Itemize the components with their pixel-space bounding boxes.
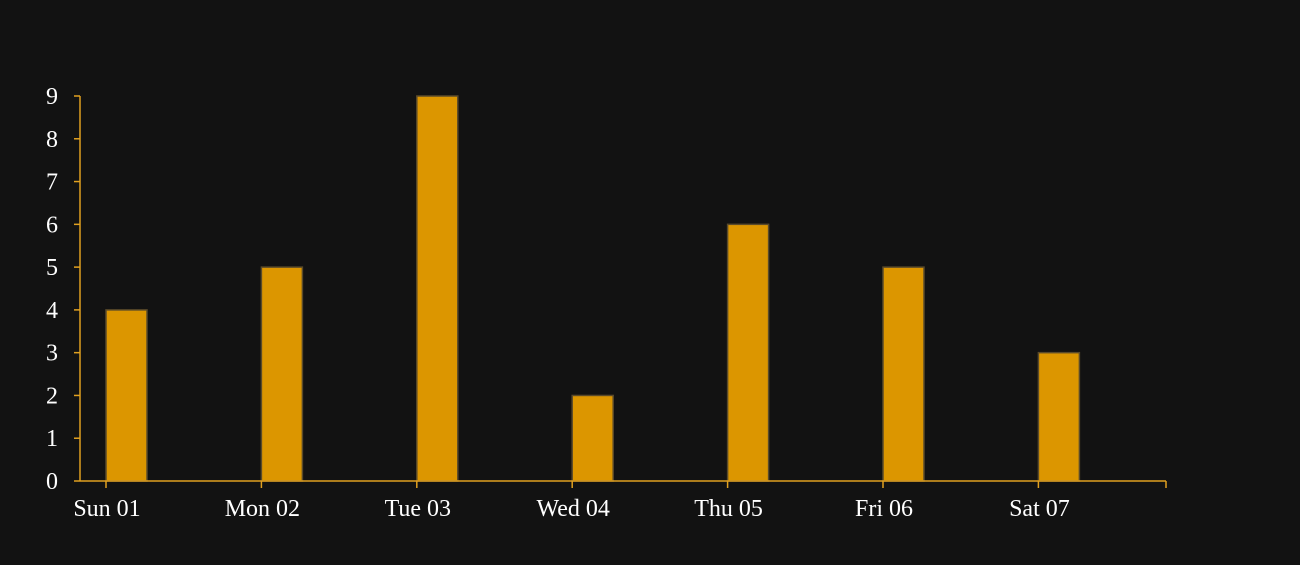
y-tick-label: 9 [46, 84, 58, 110]
bar-sun-01 [105, 309, 148, 482]
x-tick-label: Tue 03 [385, 496, 451, 522]
y-tick-label: 7 [46, 170, 58, 196]
y-tick-label: 3 [46, 341, 58, 367]
bar-tue-03 [416, 95, 459, 482]
x-tick-label: Mon 02 [225, 496, 300, 522]
bar-thu-05 [726, 223, 770, 482]
x-tick-label: Sun 01 [73, 496, 140, 522]
labels-layer: 0 1 2 3 4 5 6 7 8 9 Sun 01 Mon 02 Tue 03 Wed 04 Thu 05… [46, 84, 1070, 522]
bar-mon-02 [260, 266, 304, 482]
x-tick-label: Wed 04 [537, 496, 610, 522]
bars-layer [105, 95, 1081, 482]
x-tick-label: Fri 06 [855, 496, 913, 522]
y-tick-label: 4 [46, 298, 58, 324]
y-tick-label: 2 [46, 383, 58, 409]
y-tick-label: 5 [46, 255, 58, 281]
x-tick-label: Thu 05 [694, 496, 763, 522]
axes-layer [74, 95, 1167, 488]
bar-fri-06 [882, 266, 925, 482]
y-tick-label: 6 [46, 212, 58, 238]
x-tick-label: Sat 07 [1009, 496, 1070, 522]
bar-wed-04 [571, 394, 614, 482]
y-tick-label: 1 [46, 426, 58, 452]
bar-sat-07 [1037, 351, 1081, 482]
y-tick-label: 8 [46, 127, 58, 153]
y-tick-label: 0 [46, 469, 58, 495]
